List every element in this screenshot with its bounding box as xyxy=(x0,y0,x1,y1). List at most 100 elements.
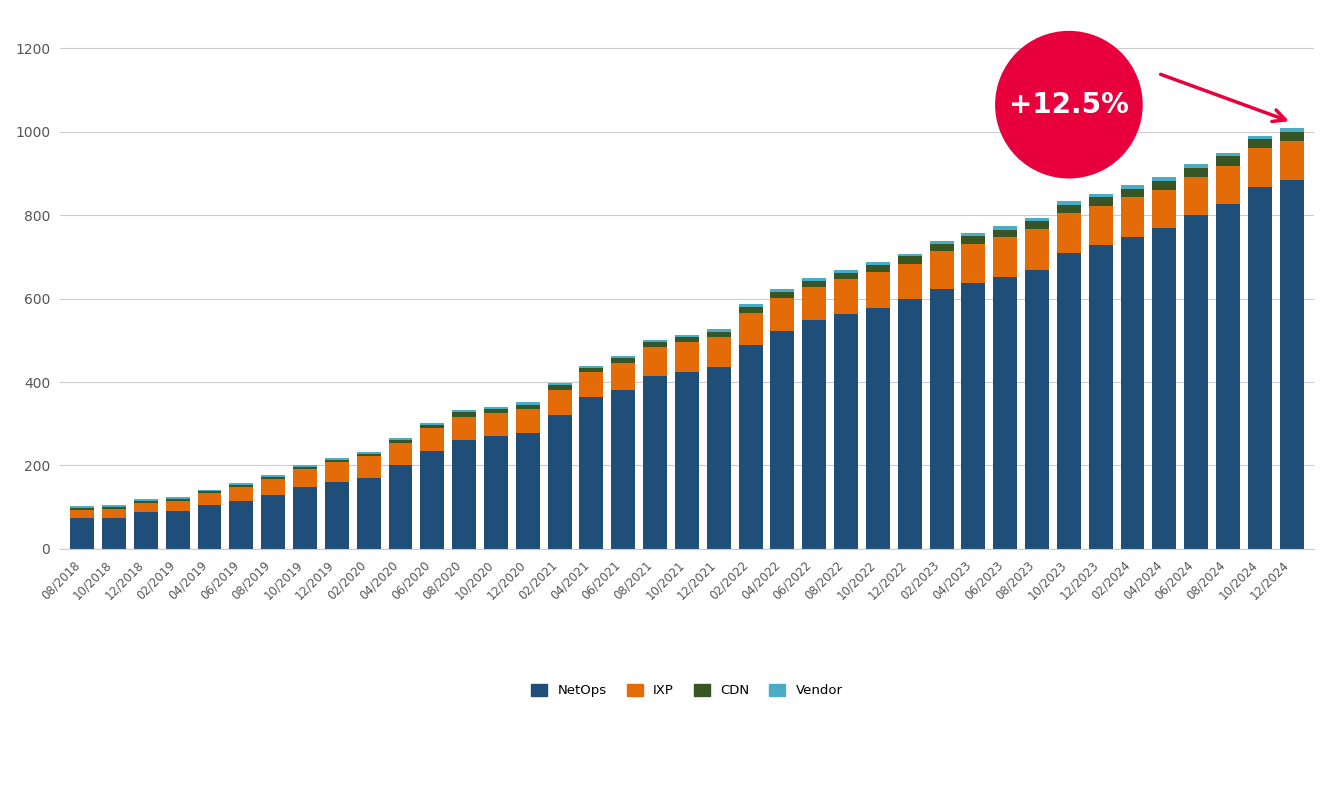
Bar xyxy=(388,438,412,440)
Bar xyxy=(452,410,476,413)
Bar xyxy=(867,265,890,272)
Bar xyxy=(548,383,571,385)
Bar xyxy=(1057,201,1080,205)
Bar xyxy=(835,280,859,314)
Bar xyxy=(324,457,348,460)
Bar xyxy=(867,308,890,549)
Bar xyxy=(643,343,667,347)
Bar xyxy=(388,440,412,443)
Bar xyxy=(1120,237,1144,549)
Bar xyxy=(1280,180,1304,549)
Bar xyxy=(898,256,922,263)
Bar xyxy=(262,479,284,494)
Bar xyxy=(1152,228,1176,549)
Bar xyxy=(198,490,222,491)
Bar xyxy=(484,413,508,436)
Bar xyxy=(484,410,508,413)
Bar xyxy=(1280,141,1304,180)
Bar xyxy=(961,283,985,549)
Bar xyxy=(548,385,571,390)
Bar xyxy=(356,457,380,478)
Legend: NetOps, IXP, CDN, Vendor: NetOps, IXP, CDN, Vendor xyxy=(526,678,848,703)
Bar xyxy=(166,501,190,512)
Bar xyxy=(1057,253,1080,549)
Bar xyxy=(292,465,316,467)
Bar xyxy=(803,321,827,549)
Bar xyxy=(771,292,795,298)
Bar xyxy=(356,452,380,454)
Bar xyxy=(70,508,94,510)
Bar xyxy=(230,485,254,487)
Bar xyxy=(930,241,953,244)
Bar xyxy=(611,356,635,358)
Bar xyxy=(961,233,985,237)
Bar xyxy=(1057,213,1080,253)
Bar xyxy=(1152,178,1176,181)
Bar xyxy=(739,304,763,307)
Bar xyxy=(835,274,859,280)
Bar xyxy=(803,287,827,321)
Bar xyxy=(230,487,254,501)
Bar xyxy=(1088,206,1112,245)
Bar xyxy=(1057,205,1080,213)
Bar xyxy=(1248,149,1272,187)
Bar xyxy=(548,390,571,416)
Bar xyxy=(771,298,795,331)
Bar xyxy=(579,373,603,397)
Bar xyxy=(324,460,348,462)
Bar xyxy=(1120,185,1144,189)
Bar xyxy=(102,507,126,509)
Bar xyxy=(961,244,985,283)
Bar xyxy=(292,469,316,487)
Bar xyxy=(1184,177,1208,215)
Bar xyxy=(198,494,222,505)
Bar xyxy=(516,433,540,549)
Bar xyxy=(1216,156,1240,166)
Bar xyxy=(898,263,922,299)
Bar xyxy=(579,397,603,549)
Bar xyxy=(70,510,94,518)
Bar xyxy=(134,503,158,512)
Bar xyxy=(548,416,571,549)
Bar xyxy=(166,499,190,501)
Bar xyxy=(1184,215,1208,549)
Bar xyxy=(611,363,635,391)
Bar xyxy=(292,467,316,469)
Bar xyxy=(292,487,316,549)
Bar xyxy=(1088,194,1112,197)
Bar xyxy=(166,498,190,499)
Bar xyxy=(420,423,444,425)
Bar xyxy=(1184,167,1208,177)
Bar xyxy=(1280,132,1304,141)
Bar xyxy=(867,262,890,265)
Bar xyxy=(356,478,380,549)
Bar xyxy=(739,345,763,549)
Bar xyxy=(134,501,158,503)
Bar xyxy=(961,237,985,244)
Bar xyxy=(102,505,126,507)
Bar xyxy=(1025,270,1049,549)
Bar xyxy=(1248,187,1272,549)
Bar xyxy=(198,491,222,494)
Bar xyxy=(324,462,348,482)
Bar xyxy=(70,518,94,549)
Bar xyxy=(707,329,731,332)
Bar xyxy=(70,506,94,508)
Bar xyxy=(134,512,158,549)
Bar xyxy=(675,337,699,343)
Bar xyxy=(803,278,827,281)
Bar xyxy=(930,289,953,549)
Bar xyxy=(611,358,635,363)
Bar xyxy=(230,483,254,485)
Bar xyxy=(262,477,284,479)
Bar xyxy=(1184,164,1208,167)
Bar xyxy=(707,367,731,549)
Bar xyxy=(1025,230,1049,270)
Bar xyxy=(1025,218,1049,221)
Bar xyxy=(1120,189,1144,197)
Bar xyxy=(930,244,953,251)
Bar xyxy=(611,391,635,549)
Bar xyxy=(166,512,190,549)
Bar xyxy=(993,237,1017,277)
Bar xyxy=(771,289,795,292)
